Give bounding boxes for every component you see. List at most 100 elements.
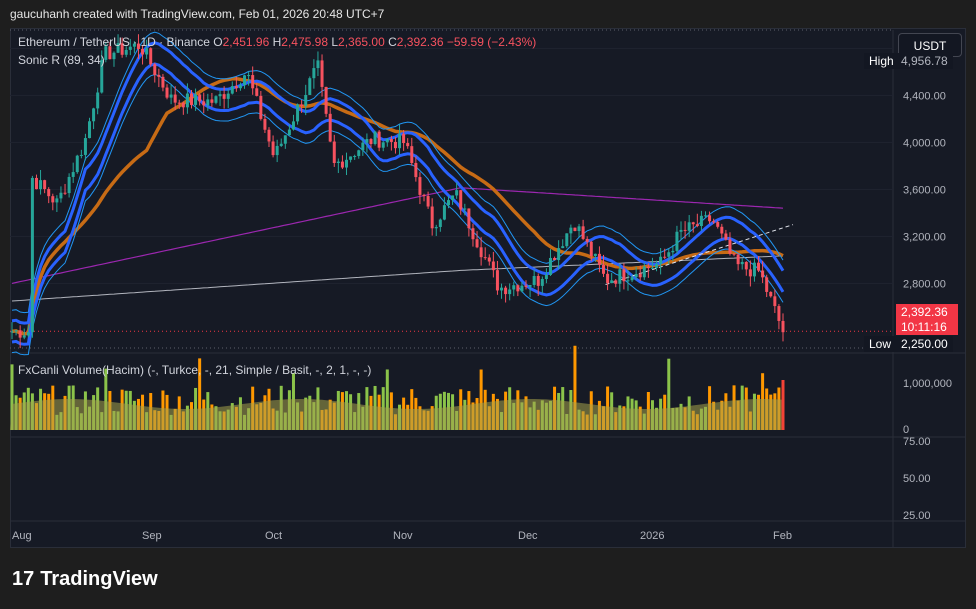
candle-body [30,177,34,333]
candle-body [238,85,242,89]
candle-body [699,215,703,227]
candle-body [577,226,581,232]
candle-body [345,159,349,168]
candle-body [430,206,434,229]
osc-tick-label: 25.00 [903,510,931,522]
candle-body [512,285,516,290]
candle-body [479,247,483,258]
candle-body [198,94,202,102]
sonic-band-lower [11,73,784,356]
candle-body [389,139,393,142]
time-axis-label: Aug [12,530,32,542]
candle-body [304,94,308,106]
volume-bar [385,369,389,430]
candle-body [243,75,247,86]
candle-body [149,48,153,65]
trend-line [605,224,794,286]
last-candle-body [781,324,785,332]
candle-body [296,104,300,122]
candle-body [659,256,663,265]
candle-body [291,121,295,130]
tradingview-icon: 17 [12,568,35,590]
volume-indicator-label[interactable]: FxCanli Volume(Hacim) (-, Turkce, -, 21,… [18,363,372,377]
candle-body [752,262,756,277]
candle-body [377,131,381,148]
candle-body [300,104,304,106]
candle-body [194,94,198,105]
candle-body [357,150,361,157]
candle-body [540,279,544,286]
candle-body [287,129,291,136]
candle-body [720,226,724,234]
candle-body [728,239,732,254]
candle-body [487,257,491,262]
volume-bar [573,345,577,430]
candle-body [181,102,185,108]
candle-body [471,228,475,240]
candle-body [189,93,193,105]
candle-body [483,257,487,259]
candle-body [83,138,87,155]
candle-body [373,131,377,144]
candle-body [708,215,712,222]
candle-body [557,248,561,261]
candle-body [283,135,287,144]
candle-body [606,273,610,284]
candle-body [108,46,112,60]
candle-body [336,161,340,163]
volume-bar [10,364,14,430]
candle-body [655,264,659,268]
candle-body [132,43,136,47]
candle-body [51,196,55,203]
candle-body [75,155,79,173]
candle-body [504,287,508,295]
candle-body [79,154,83,156]
candle-body [279,143,283,146]
indicator-label[interactable]: Sonic R (89, 34) [18,53,105,67]
candle-body [349,156,353,160]
candle-body [402,133,406,144]
candle-body [59,192,63,199]
candle-body [340,161,344,168]
candle-body [475,239,479,248]
candle-body [748,269,752,277]
sonic-band-upper [11,31,784,314]
close-value: 2,392.36 [396,35,444,49]
candle-body [610,280,614,284]
candle-body [255,88,259,96]
symbol-header: Ethereum / TetherUS · 1D · Binance O2,45… [18,35,536,49]
chart-panel[interactable] [10,28,966,548]
time-axis-label: Nov [393,530,413,542]
candle-body [769,291,773,297]
symbol-name[interactable]: Ethereum / TetherUS · 1D · Binance [18,35,210,49]
candle-body [561,246,565,249]
candle-body [553,257,557,261]
candle-body [761,270,765,278]
candle-body [263,118,267,130]
candle-body [43,180,47,190]
candle-body [422,194,426,197]
candle-body [365,139,369,143]
candle-body [467,208,471,229]
low-value: 2,365.00 [338,35,385,49]
candle-body [157,74,161,77]
open-label: O [213,35,223,49]
open-value: 2,451.96 [222,35,270,49]
candle-body [508,289,512,295]
candle-body [442,205,446,220]
candle-body [214,96,218,103]
candle-body [381,142,385,148]
candle-body [153,64,157,75]
candle-body [426,196,430,207]
candle-body [34,177,38,190]
candle-body [234,86,238,89]
candle-body [544,274,548,280]
candle-body [410,146,414,163]
candle-body [18,330,22,338]
tradingview-logo[interactable]: 17 TradingView [12,568,158,591]
candle-body [230,86,234,94]
sonic-band-mid-upper [11,41,785,325]
candle-body [630,277,634,281]
candle-body [589,241,593,256]
